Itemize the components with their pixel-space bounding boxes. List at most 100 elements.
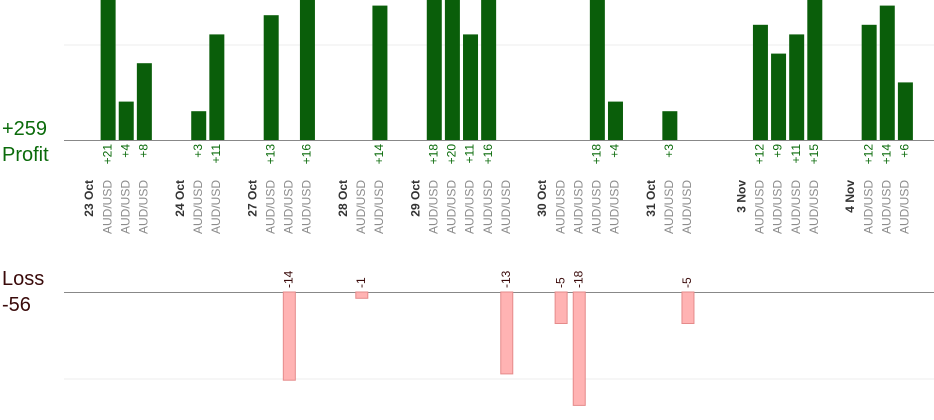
profit-bar	[118, 101, 134, 140]
loss-total: -56	[2, 294, 31, 316]
profit-bar	[372, 5, 388, 140]
profit-value-label: +14	[372, 144, 386, 165]
pair-label: AUD/USD	[191, 180, 205, 234]
profit-total: +259	[2, 118, 48, 140]
profit-bar	[136, 63, 152, 141]
date-label: 30 Oct	[535, 180, 549, 217]
profit-value-label: +16	[300, 144, 314, 165]
profit-bar	[191, 111, 207, 140]
loss-value-label: -13	[499, 270, 513, 288]
profit-bar	[789, 34, 805, 140]
pair-label: AUD/USD	[680, 180, 694, 234]
profit-bar	[444, 0, 460, 140]
profit-bar	[481, 0, 497, 140]
pair-label: AUD/USD	[571, 180, 585, 234]
pair-label: AUD/USD	[553, 180, 567, 234]
profit-bar	[463, 34, 479, 140]
pair-label: AUD/USD	[463, 180, 477, 234]
profit-bar	[299, 0, 315, 140]
profit-value-label: +21	[100, 144, 114, 165]
profit-bar	[879, 5, 895, 140]
loss-bar	[355, 291, 369, 299]
profit-value-label: +20	[445, 144, 459, 165]
loss-bar	[572, 291, 586, 406]
date-label: 4 Nov	[843, 180, 857, 213]
pair-label: AUD/USD	[426, 180, 440, 234]
pair-label: AUD/USD	[879, 180, 893, 234]
profit-bar	[100, 0, 116, 140]
loss-bar	[500, 291, 514, 375]
profit-value-label: +4	[608, 144, 622, 158]
profit-value-label: +4	[118, 144, 132, 158]
loss-value-label: -14	[281, 270, 295, 288]
profit-bar	[807, 0, 823, 140]
bar-layer	[100, 0, 913, 406]
pair-label: AUD/USD	[789, 180, 803, 234]
loss-value-label: -1	[354, 277, 368, 288]
pair-label: AUD/USD	[445, 180, 459, 234]
profit-bar	[589, 0, 605, 140]
profit-value-label: +12	[753, 144, 767, 165]
pair-label: AUD/USD	[481, 180, 495, 234]
loss-bar	[554, 291, 568, 324]
pair-label: AUD/USD	[807, 180, 821, 234]
pair-label: AUD/USD	[300, 180, 314, 234]
pair-label: AUD/USD	[898, 180, 912, 234]
profit-value-label: +14	[879, 144, 893, 165]
profit-bar	[209, 34, 225, 140]
profit-value-label: +18	[590, 144, 604, 165]
date-label: 29 Oct	[408, 180, 422, 217]
loss-value-label: -18	[571, 270, 585, 288]
pair-label: AUD/USD	[281, 180, 295, 234]
loss-value-label: -5	[553, 277, 567, 288]
pair-label: AUD/USD	[209, 180, 223, 234]
pair-label: AUD/USD	[662, 180, 676, 234]
profit-value-label: +18	[426, 144, 440, 165]
pair-label: AUD/USD	[608, 180, 622, 234]
profit-value-label: +3	[662, 144, 676, 158]
date-label: 31 Oct	[644, 180, 658, 217]
date-label: 23 Oct	[82, 180, 96, 217]
profit-value-label: +8	[137, 144, 151, 158]
pair-label: AUD/USD	[118, 180, 132, 234]
profit-value-label: +9	[771, 144, 785, 158]
date-label: 28 Oct	[336, 180, 350, 217]
profit-value-label: +13	[263, 144, 277, 165]
pair-label: AUD/USD	[372, 180, 386, 234]
profit-bar	[263, 15, 279, 141]
loss-value-label: -5	[680, 277, 694, 288]
profit-bar	[897, 82, 913, 140]
profit-value-label: +3	[191, 144, 205, 158]
profit-value-label: +6	[898, 144, 912, 158]
profit-value-label: +16	[481, 144, 495, 165]
pair-label: AUD/USD	[771, 180, 785, 234]
date-label: 24 Oct	[173, 180, 187, 217]
pair-label: AUD/USD	[354, 180, 368, 234]
profit-value-label: +12	[861, 144, 875, 165]
pair-label: AUD/USD	[100, 180, 114, 234]
profit-value-label: +15	[807, 144, 821, 165]
pair-label: AUD/USD	[590, 180, 604, 234]
loss-bar	[681, 291, 695, 324]
pair-label: AUD/USD	[753, 180, 767, 234]
pair-label: AUD/USD	[861, 180, 875, 234]
pair-label: AUD/USD	[137, 180, 151, 234]
profit-bar	[662, 111, 678, 140]
grid-layer	[64, 44, 934, 380]
loss-bar	[282, 291, 296, 381]
pair-label: AUD/USD	[263, 180, 277, 234]
date-label: 27 Oct	[245, 180, 259, 217]
date-label: 3 Nov	[734, 180, 748, 213]
profit-bar	[771, 53, 787, 140]
profit-bar	[607, 101, 623, 140]
profit-label: Profit	[2, 144, 49, 166]
pair-label: AUD/USD	[499, 180, 513, 234]
profit-bar	[861, 24, 877, 140]
profit-value-label: +11	[463, 144, 477, 164]
label-layer: 23 Oct AUD/USD +21 AUD/USD +4 AUD/USD +8 24 Oct…	[82, 144, 911, 288]
profit-value-label: +11	[209, 144, 223, 164]
loss-label: Loss	[2, 268, 45, 290]
profit-bar	[752, 24, 768, 140]
profit-bar	[426, 0, 442, 140]
